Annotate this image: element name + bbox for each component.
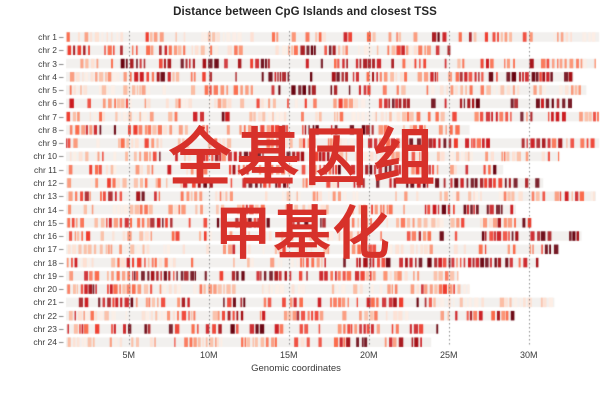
y-axis-label: chr 13 xyxy=(33,191,57,202)
overlay-text-line2: 甲基化 xyxy=(214,202,392,266)
chart-title: Distance between CpG Islands and closest… xyxy=(173,6,437,18)
x-tick-label: 5M xyxy=(122,350,136,360)
y-axis-label: chr 14 xyxy=(33,204,57,215)
y-axis-label: chr 17 xyxy=(33,244,57,255)
y-axis-label: chr 2 xyxy=(38,45,57,56)
y-axis-label: chr 10 xyxy=(33,151,57,162)
x-tick-label: 25M xyxy=(440,350,458,360)
y-axis-label: chr 20 xyxy=(33,284,57,295)
y-axis-label: chr 7 xyxy=(38,111,57,122)
y-axis-label: chr 4 xyxy=(38,71,57,82)
y-axis-label: chr 23 xyxy=(33,323,57,334)
y-axis-label: chr 21 xyxy=(33,297,57,308)
y-axis-label: chr 3 xyxy=(38,58,57,69)
y-axis-label: chr 5 xyxy=(38,85,57,96)
y-axis-label: chr 16 xyxy=(33,231,57,242)
y-axis-label: chr 12 xyxy=(33,177,57,188)
y-axis-label: chr 9 xyxy=(38,138,57,149)
y-axis-label: chr 22 xyxy=(33,310,57,321)
y-axis-label: chr 18 xyxy=(33,257,57,268)
x-tick-label: 10M xyxy=(200,350,218,360)
overlay-text-line1: 全基因组 xyxy=(168,124,441,193)
x-tick-label: 15M xyxy=(280,350,298,360)
y-axis-label: chr 6 xyxy=(38,98,57,109)
x-tick-label: 30M xyxy=(520,350,538,360)
y-axis-label: chr 19 xyxy=(33,270,57,281)
x-axis-label: Genomic coordinates xyxy=(251,363,341,374)
y-axis-label: chr 24 xyxy=(33,337,57,348)
x-tick-label: 20M xyxy=(360,350,378,360)
y-axis-label: chr 8 xyxy=(38,124,57,135)
y-axis-label: chr 1 xyxy=(38,32,57,42)
y-axis-label: chr 11 xyxy=(34,164,57,175)
y-axis-label: chr 15 xyxy=(33,217,57,228)
